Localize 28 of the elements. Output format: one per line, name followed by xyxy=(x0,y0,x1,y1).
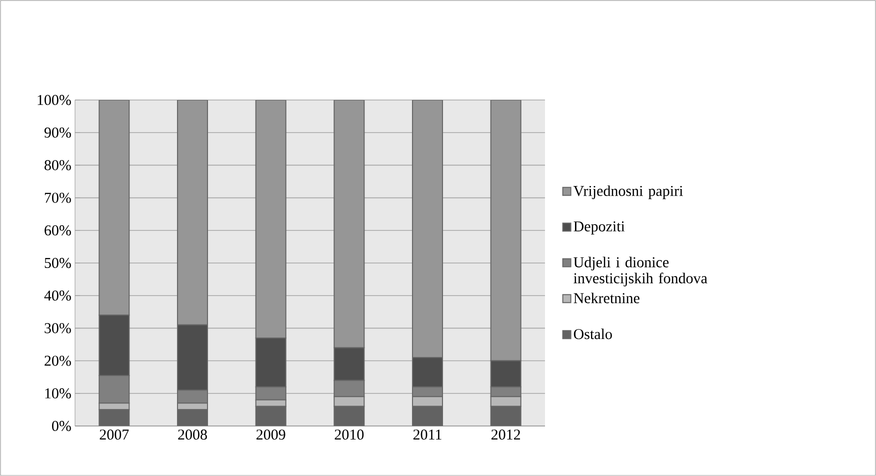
bar xyxy=(412,100,443,358)
y-tick-label: 20% xyxy=(44,356,71,366)
y-tick-label: 50% xyxy=(44,258,71,268)
y-tick-label: 10% xyxy=(45,388,71,398)
legend-label: Ostalo xyxy=(574,328,612,340)
legend-label: Vrijednosni papiri xyxy=(573,185,683,200)
y-tick-label: 30% xyxy=(44,323,71,334)
bar xyxy=(177,100,208,326)
legend-label: Nekretnine xyxy=(574,292,640,304)
bar xyxy=(255,100,286,338)
bar xyxy=(490,100,522,362)
y-tick-label: 60% xyxy=(44,225,71,236)
legend-label: Depoziti xyxy=(574,221,625,234)
legend-label: Udjeli i dionice investicijskih fondova xyxy=(574,256,708,286)
y-tick-label: 70% xyxy=(44,192,71,203)
x-tick-label: 2007 xyxy=(100,430,129,440)
x-tick-label: 2010 xyxy=(334,430,364,440)
y-tick-label: 100% xyxy=(38,94,71,106)
bar xyxy=(98,100,130,316)
x-tick-label: 2008 xyxy=(178,430,207,440)
y-tick-label: 90% xyxy=(44,128,71,138)
y-tick-label: 0% xyxy=(52,420,71,432)
x-tick-label: 2012 xyxy=(491,430,520,440)
x-tick-label: 2011 xyxy=(413,430,442,440)
y-tick-label: 40% xyxy=(44,290,71,301)
bar xyxy=(334,100,365,348)
y-tick-label: 80% xyxy=(44,160,71,170)
x-tick-label: 2009 xyxy=(256,430,286,440)
